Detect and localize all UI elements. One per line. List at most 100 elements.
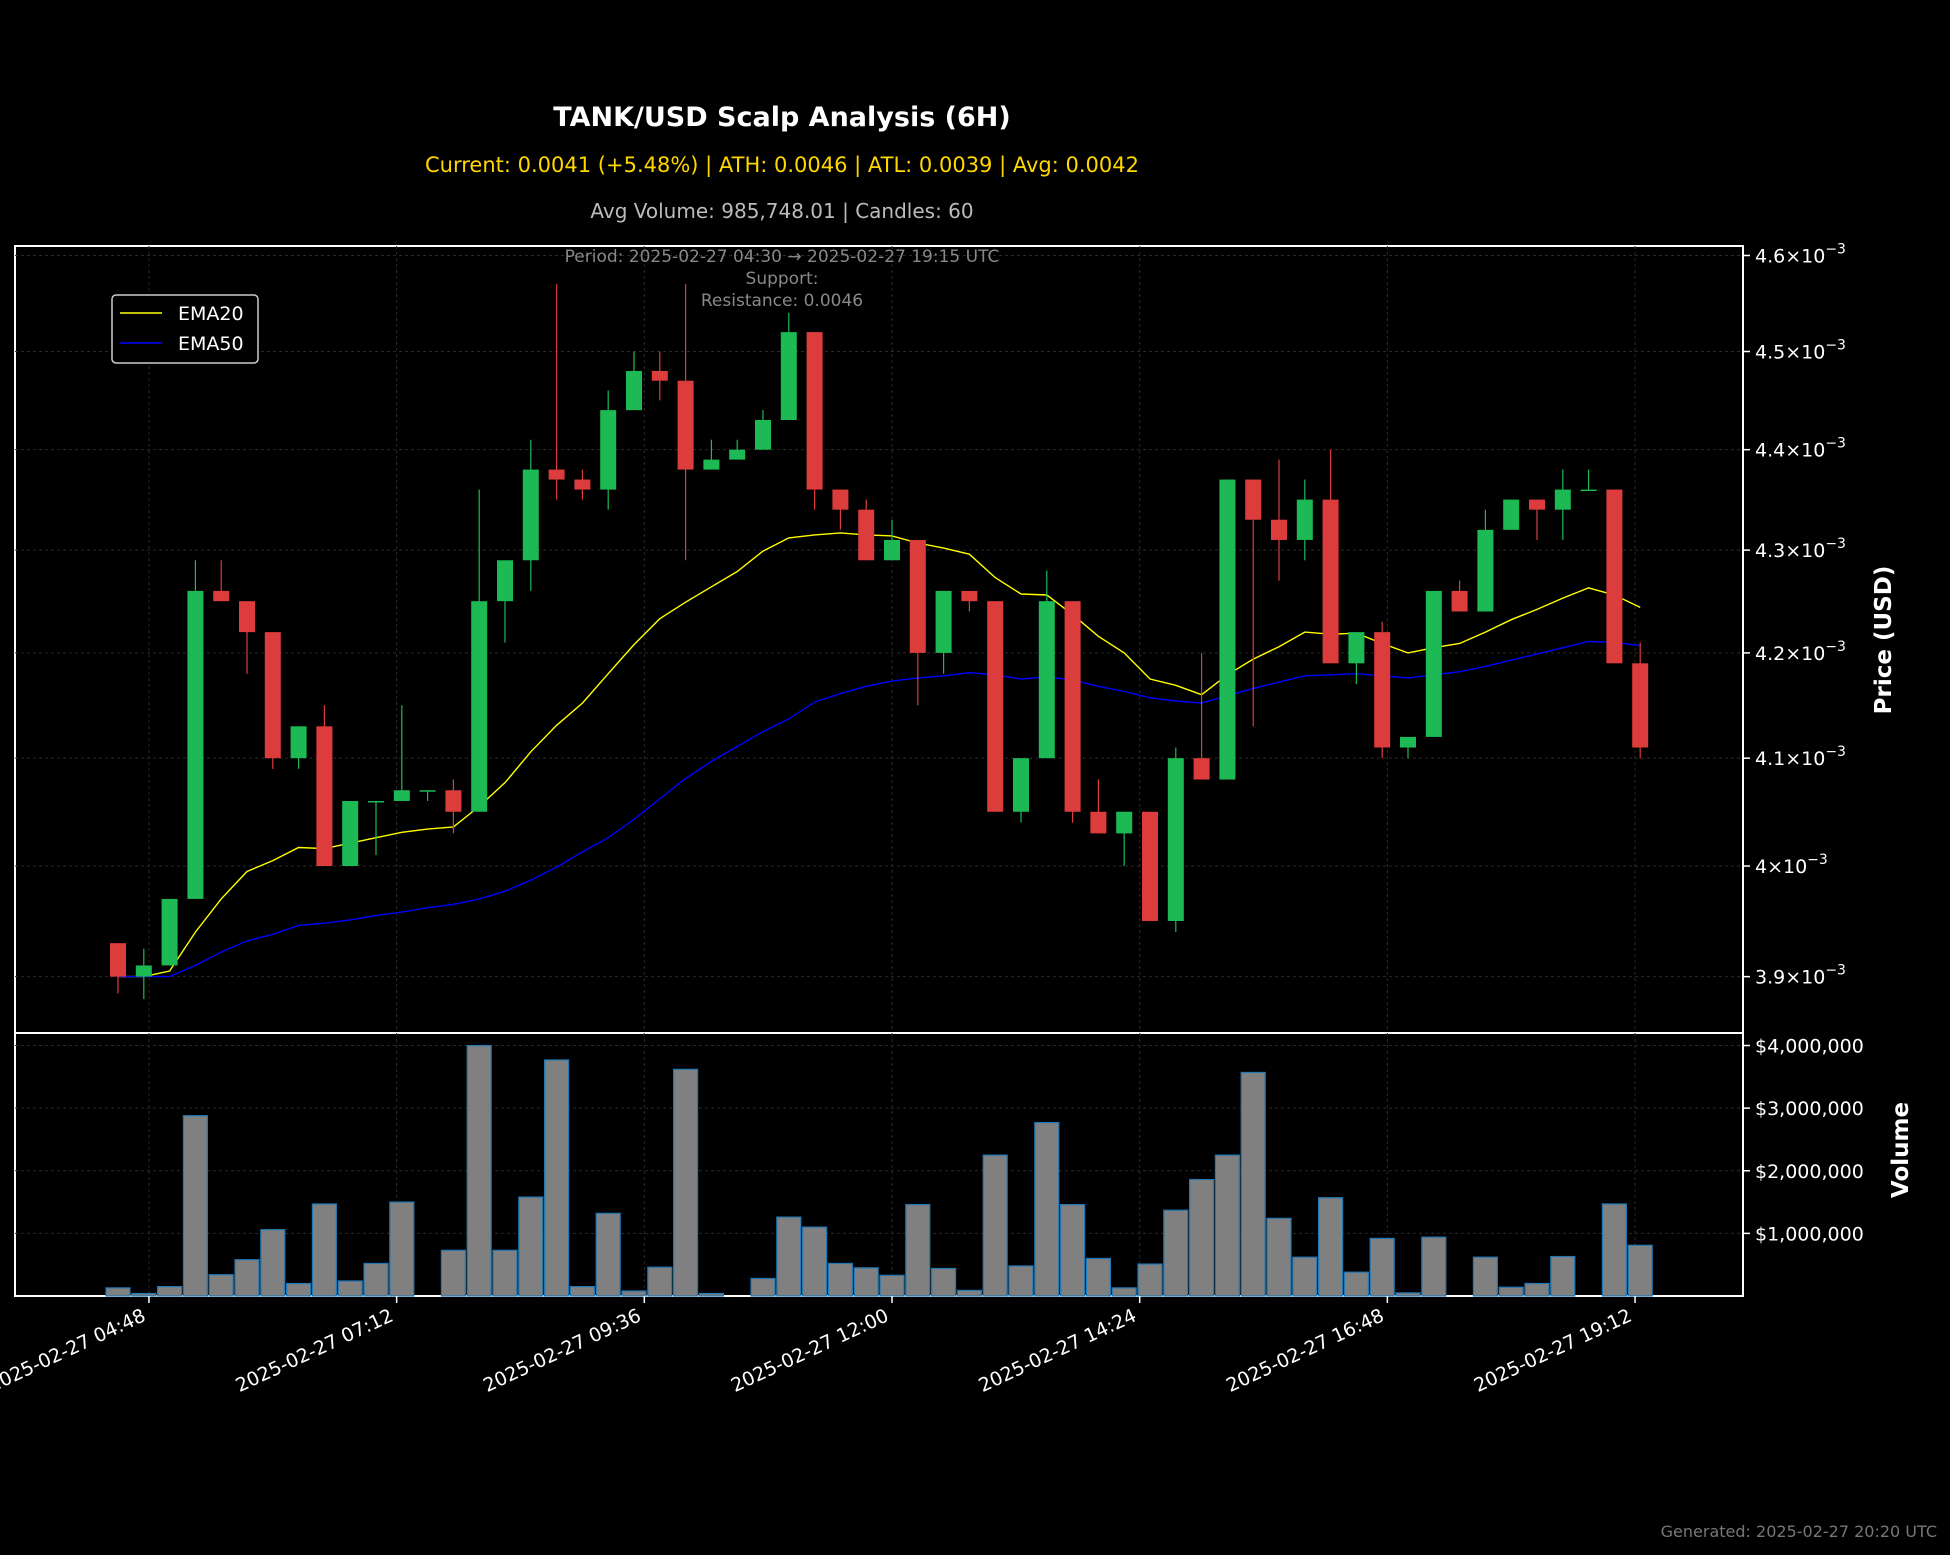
- candle-body: [1245, 479, 1262, 520]
- chart-subtitle-volume: Avg Volume: 985,748.01 | Candles: 60: [590, 199, 973, 223]
- candle: [1580, 469, 1597, 492]
- volume-bar: [311, 1203, 337, 1297]
- candle-body: [135, 965, 152, 977]
- volume-bar: [1343, 1271, 1370, 1297]
- candle: [1064, 601, 1081, 823]
- volume-tick-label: $1,000,000: [1755, 1223, 1864, 1245]
- candle: [1245, 479, 1262, 727]
- chart-subtitle: Current: 0.0041 (+5.48%) | ATH: 0.0046 |…: [425, 153, 1139, 178]
- candle: [806, 332, 823, 510]
- annotation-support: Support:: [746, 269, 819, 289]
- candle-body: [1503, 499, 1520, 530]
- volume-bar: [1111, 1287, 1137, 1297]
- volume-bar: [853, 1267, 879, 1297]
- price-axis-label: Price (USD): [1871, 566, 1897, 715]
- candle: [858, 499, 875, 561]
- candle: [1271, 459, 1287, 581]
- candle-body: [1322, 499, 1339, 664]
- volume-bar: [750, 1277, 776, 1297]
- chart-title: TANK/USD Scalp Analysis (6H): [553, 102, 1010, 133]
- candle: [445, 779, 462, 834]
- volume-bar: [569, 1286, 596, 1297]
- volume-axis-label: Volume: [1888, 1102, 1914, 1198]
- volume-bar: [879, 1274, 905, 1297]
- candle: [935, 590, 952, 674]
- volume-bar: [1395, 1292, 1421, 1297]
- candle: [419, 790, 436, 801]
- price-tick-exponent: −3: [1825, 639, 1846, 655]
- volume-bar: [1240, 1071, 1266, 1297]
- candle: [1322, 449, 1339, 664]
- price-tick-exponent: −3: [1825, 436, 1846, 452]
- candle-body: [703, 459, 720, 470]
- candle: [1425, 590, 1442, 737]
- candle-body: [342, 800, 359, 867]
- volume-bar: [1266, 1217, 1292, 1297]
- volume-bar: [1292, 1256, 1318, 1297]
- volume-bar: [440, 1249, 466, 1297]
- candle: [290, 726, 307, 769]
- volume-tick-label: $3,000,000: [1755, 1098, 1864, 1120]
- volume-bar: [466, 1044, 492, 1297]
- candle-body: [419, 790, 436, 792]
- candle: [161, 898, 178, 966]
- price-tick-exponent: −3: [1825, 241, 1846, 257]
- candle: [316, 705, 333, 867]
- candle: [1554, 469, 1571, 540]
- candle-body: [806, 332, 823, 490]
- candle: [574, 469, 591, 500]
- candle-body: [1116, 811, 1133, 834]
- volume-bar: [543, 1059, 570, 1297]
- candle-body: [1348, 632, 1365, 664]
- candle-body: [1013, 758, 1029, 812]
- candle: [987, 601, 1004, 812]
- candle-body: [316, 726, 333, 867]
- candle: [703, 439, 720, 470]
- volume-bar: [827, 1262, 854, 1297]
- candle: [651, 351, 668, 401]
- candle: [522, 439, 539, 591]
- price-tick-exponent: −3: [1807, 852, 1828, 868]
- volume-bar: [1034, 1121, 1060, 1297]
- candle-body: [600, 410, 617, 490]
- candle-body: [264, 632, 281, 759]
- candle: [497, 560, 513, 643]
- candle: [626, 351, 642, 411]
- volume-bar: [337, 1280, 363, 1297]
- volume-bar: [1601, 1203, 1628, 1297]
- candle-body: [239, 601, 255, 633]
- candle: [1348, 632, 1365, 685]
- candle: [110, 943, 126, 994]
- candle-body: [832, 489, 849, 510]
- price-grid: [15, 246, 1743, 1033]
- candle-body: [1374, 632, 1391, 748]
- volume-bars: [105, 1044, 1653, 1297]
- candle-body: [187, 590, 204, 899]
- volume-bar: [1369, 1237, 1395, 1297]
- price-tick-exponent: −3: [1825, 536, 1846, 552]
- candle-body: [368, 800, 384, 803]
- candle-body: [858, 509, 875, 561]
- legend-ema50-label: EMA50: [178, 333, 244, 355]
- candle-body: [1477, 529, 1494, 612]
- candle-body: [884, 539, 900, 561]
- candle-body: [393, 790, 410, 801]
- candle-body: [1064, 601, 1081, 812]
- volume-panel: $1,000,000 $2,000,000 $3,000,000 $4,000,000…: [14, 1032, 1914, 1297]
- volume-bar: [286, 1282, 312, 1297]
- candle-body: [1090, 811, 1107, 834]
- candle-body: [574, 479, 591, 490]
- candles: [110, 284, 1649, 1000]
- candle-body: [548, 469, 565, 480]
- candle-body: [161, 898, 178, 966]
- candle: [471, 489, 488, 812]
- price-tick-exponent: −3: [1825, 744, 1846, 760]
- candle-body: [110, 943, 126, 977]
- candle: [909, 539, 926, 706]
- candle: [368, 800, 384, 856]
- candle-body: [522, 469, 539, 561]
- price-panel: 3.9×10−34×10−34.1×10−34.2×10−34.3×10−34.…: [14, 241, 1897, 1034]
- volume-bar: [1550, 1255, 1576, 1297]
- volume-bar: [956, 1289, 983, 1297]
